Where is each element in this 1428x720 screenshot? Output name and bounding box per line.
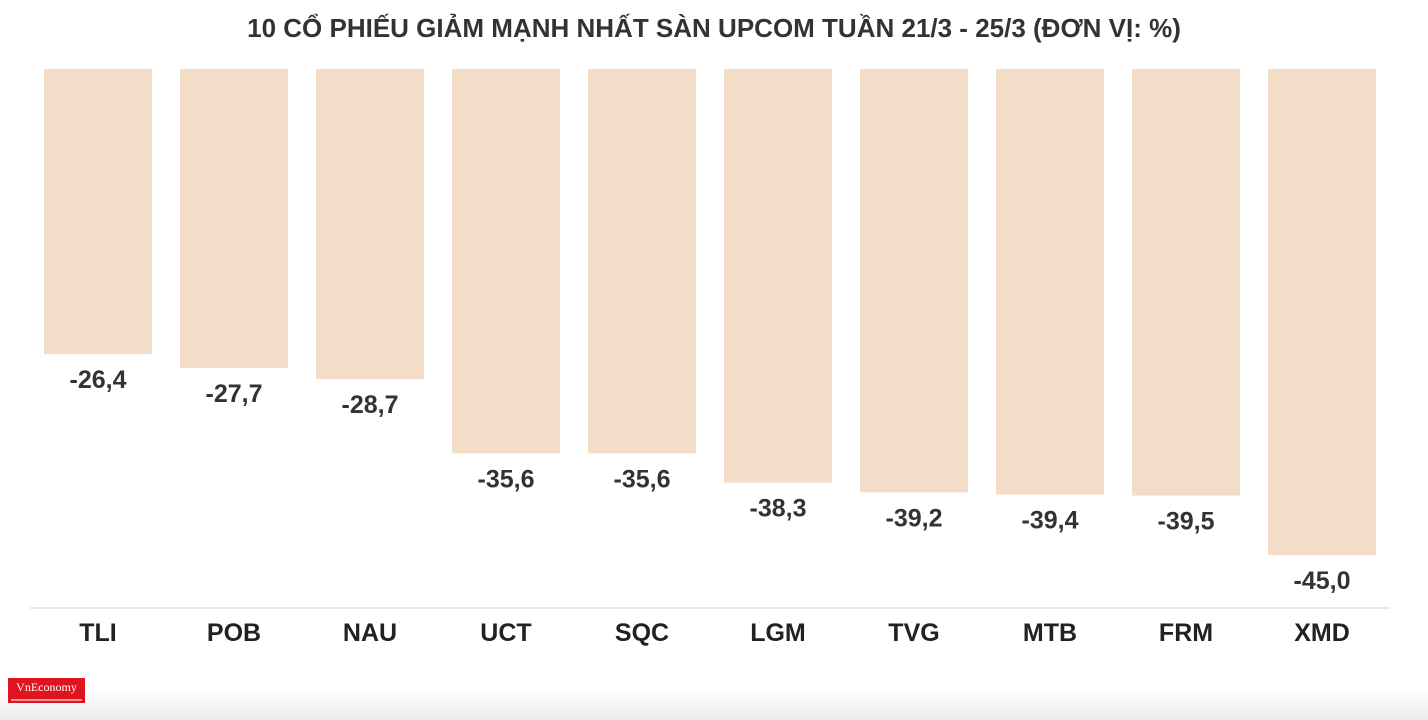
category-label-tvg: TVG [888,619,939,647]
category-label-uct: UCT [480,619,531,647]
category-label-pob: POB [207,619,261,647]
bar-tli [44,69,152,355]
chart-title: 10 CỔ PHIẾU GIẢM MẠNH NHẤT SÀN UPCOM TUẦ… [247,13,1181,43]
logo-text: VnEconomy [16,680,77,694]
bar-tvg [860,69,968,493]
value-label-frm: -39,5 [1158,508,1215,536]
category-label-sqc: SQC [615,619,669,647]
bar-mtb [996,69,1104,495]
value-label-sqc: -35,6 [614,465,671,493]
value-label-lgm: -38,3 [750,495,807,523]
value-label-nau: -28,7 [342,391,399,419]
footer-shade [0,690,1428,720]
category-label-nau: NAU [343,619,397,647]
bar-lgm [724,69,832,483]
value-label-pob: -27,7 [206,380,263,408]
bar-frm [1132,69,1240,496]
category-label-xmd: XMD [1294,619,1350,647]
value-label-tli: -26,4 [70,366,127,394]
bar-nau [316,69,424,379]
value-label-xmd: -45,0 [1294,567,1351,595]
bars-layer [44,69,1376,555]
value-label-mtb: -39,4 [1022,507,1079,535]
vneconomy-logo: VnEconomy [8,678,85,703]
value-label-tvg: -39,2 [886,504,943,532]
category-label-tli: TLI [79,619,117,647]
value-label-uct: -35,6 [478,465,535,493]
category-label-mtb: MTB [1023,619,1077,647]
category-label-frm: FRM [1159,619,1213,647]
bar-uct [452,69,560,454]
value-labels-layer: -26,4 -27,7 -28,7 -35,6 -35,6 -38,3 -39,2 -39,4… [70,366,1351,595]
bar-sqc [588,69,696,454]
bar-pob [180,69,288,369]
bar-xmd [1268,69,1376,555]
logo-tagline [11,699,82,701]
category-label-lgm: LGM [750,619,806,647]
category-labels-layer: TLI POB NAU UCT SQC LGM TVG MTB FRM XMD [79,619,1350,647]
